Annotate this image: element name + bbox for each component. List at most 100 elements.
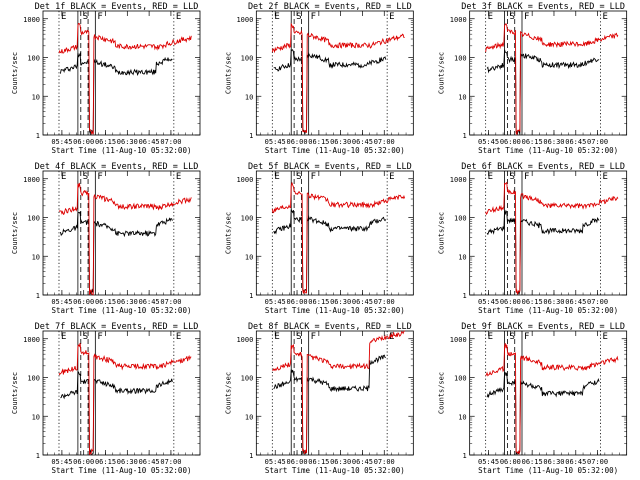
y-tick-label: 100: [454, 55, 467, 63]
x-tick-label: 07:00: [374, 298, 395, 306]
series-line-lld: [272, 330, 405, 455]
y-tick-label: 10: [32, 413, 40, 421]
panel-det-9f: Det 9f BLACK = Events, RED = LLD 1 10 100 10…: [438, 322, 628, 475]
series-line-lld: [485, 343, 619, 456]
series-line-events: [59, 211, 173, 295]
x-tick-label: 06:15: [95, 458, 116, 466]
marker-label-f: F: [311, 172, 316, 182]
y-axis-label: Counts/sec: [11, 212, 19, 254]
series-line-lld: [58, 342, 192, 456]
x-axis-label: Start Time (11-Aug-10 05:32:00): [52, 146, 192, 155]
x-tick-label: 06:00: [286, 458, 307, 466]
marker-label-s: S: [296, 12, 301, 22]
series-line-lld: [271, 182, 406, 294]
series-line-events: [486, 371, 600, 456]
x-tick-label: 06:30: [330, 458, 351, 466]
x-axis-label: Start Time (11-Aug-10 05:32:00): [265, 306, 405, 315]
x-axis-label: Start Time (11-Aug-10 05:32:00): [478, 146, 618, 155]
y-tick-label: 1000: [450, 176, 467, 184]
marker-label-e: E: [176, 12, 181, 22]
x-tick-label: 06:30: [117, 458, 138, 466]
x-axis-label: Start Time (11-Aug-10 05:32:00): [52, 466, 192, 475]
marker-label-f: F: [97, 332, 102, 342]
marker-label-e: E: [61, 332, 66, 342]
marker-label-s: S: [509, 12, 514, 22]
plot-frame: [42, 170, 201, 296]
marker-label-e: E: [176, 332, 181, 342]
x-tick-label: 06:45: [565, 458, 586, 466]
x-axis-label: Start Time (11-Aug-10 05:32:00): [478, 306, 618, 315]
y-tick-label: 100: [27, 215, 40, 223]
x-axis-label: Start Time (11-Aug-10 05:32:00): [52, 306, 192, 315]
marker-label-e: E: [488, 12, 493, 22]
y-tick-label: 100: [241, 55, 254, 63]
panel-title: Det 2f BLACK = Events, RED = LLD: [248, 2, 412, 12]
x-tick-label: 05:45: [51, 138, 72, 146]
x-tick-label: 06:30: [543, 138, 564, 146]
marker-label-s: S: [83, 332, 88, 342]
panel-det-8f: Det 8f BLACK = Events, RED = LLD 1 10 100 10…: [224, 322, 414, 475]
x-tick-label: 05:45: [265, 458, 286, 466]
x-tick-label: 06:00: [73, 298, 94, 306]
x-tick-label: 06:15: [522, 458, 543, 466]
y-axis-label: Counts/sec: [224, 212, 232, 254]
y-tick-label: 1: [462, 132, 466, 140]
marker-label-e: E: [389, 172, 394, 182]
y-tick-label: 1: [36, 132, 40, 140]
x-tick-label: 07:00: [374, 458, 395, 466]
marker-label-e: E: [61, 12, 66, 22]
x-tick-label: 06:45: [352, 458, 373, 466]
series-line-events: [486, 209, 600, 295]
y-tick-label: 1: [249, 292, 253, 300]
panel-det-4f: Det 4f BLACK = Events, RED = LLD 1 10 100 10…: [11, 162, 201, 315]
y-tick-label: 10: [458, 253, 466, 261]
x-tick-label: 06:15: [308, 138, 329, 146]
panel-det-5f: Det 5f BLACK = Events, RED = LLD 1 10 100 10…: [224, 162, 414, 315]
series-line-lld: [271, 22, 405, 133]
x-tick-label: 06:30: [117, 138, 138, 146]
y-tick-label: 1000: [450, 16, 467, 24]
y-tick-label: 10: [245, 413, 253, 421]
x-tick-label: 05:45: [478, 458, 499, 466]
series-line-events: [486, 49, 600, 135]
marker-label-s: S: [83, 12, 88, 22]
marker-label-e: E: [602, 172, 607, 182]
marker-label-e: E: [389, 12, 394, 22]
marker-label-s: S: [296, 172, 301, 182]
y-tick-label: 1000: [450, 336, 467, 344]
y-tick-label: 1: [249, 452, 253, 460]
series-line-lld: [485, 181, 619, 295]
marker-label-f: F: [524, 172, 529, 182]
series-line-events: [59, 52, 173, 136]
y-tick-label: 100: [241, 215, 254, 223]
panel-title: Det 1f BLACK = Events, RED = LLD: [35, 2, 199, 12]
y-tick-label: 10: [458, 93, 466, 101]
x-tick-label: 06:30: [330, 298, 351, 306]
x-tick-label: 06:00: [500, 138, 521, 146]
x-axis-label: Start Time (11-Aug-10 05:32:00): [265, 146, 405, 155]
panel-det-1f: Det 1f BLACK = Events, RED = LLD 1 10 100 10…: [11, 2, 201, 155]
y-axis-label: Counts/sec: [11, 372, 19, 414]
x-tick-label: 05:45: [478, 138, 499, 146]
x-tick-label: 06:45: [352, 298, 373, 306]
x-tick-label: 07:00: [160, 458, 181, 466]
x-tick-label: 07:00: [374, 138, 395, 146]
series-line-lld: [58, 182, 192, 296]
panel-det-3f: Det 3f BLACK = Events, RED = LLD 1 10 100 10…: [438, 2, 628, 155]
y-tick-label: 100: [454, 215, 467, 223]
y-axis-label: Counts/sec: [438, 52, 446, 94]
y-tick-label: 1: [36, 292, 40, 300]
marker-label-s: S: [509, 172, 514, 182]
marker-label-e: E: [602, 12, 607, 22]
y-tick-label: 100: [27, 55, 40, 63]
y-tick-label: 100: [27, 375, 40, 383]
x-axis-label: Start Time (11-Aug-10 05:32:00): [478, 466, 618, 475]
y-tick-label: 1: [462, 452, 466, 460]
y-tick-label: 10: [32, 93, 40, 101]
x-tick-label: 06:00: [286, 138, 307, 146]
x-tick-label: 06:45: [139, 138, 160, 146]
x-tick-label: 06:45: [139, 458, 160, 466]
x-tick-label: 06:45: [139, 298, 160, 306]
marker-label-f: F: [311, 332, 316, 342]
